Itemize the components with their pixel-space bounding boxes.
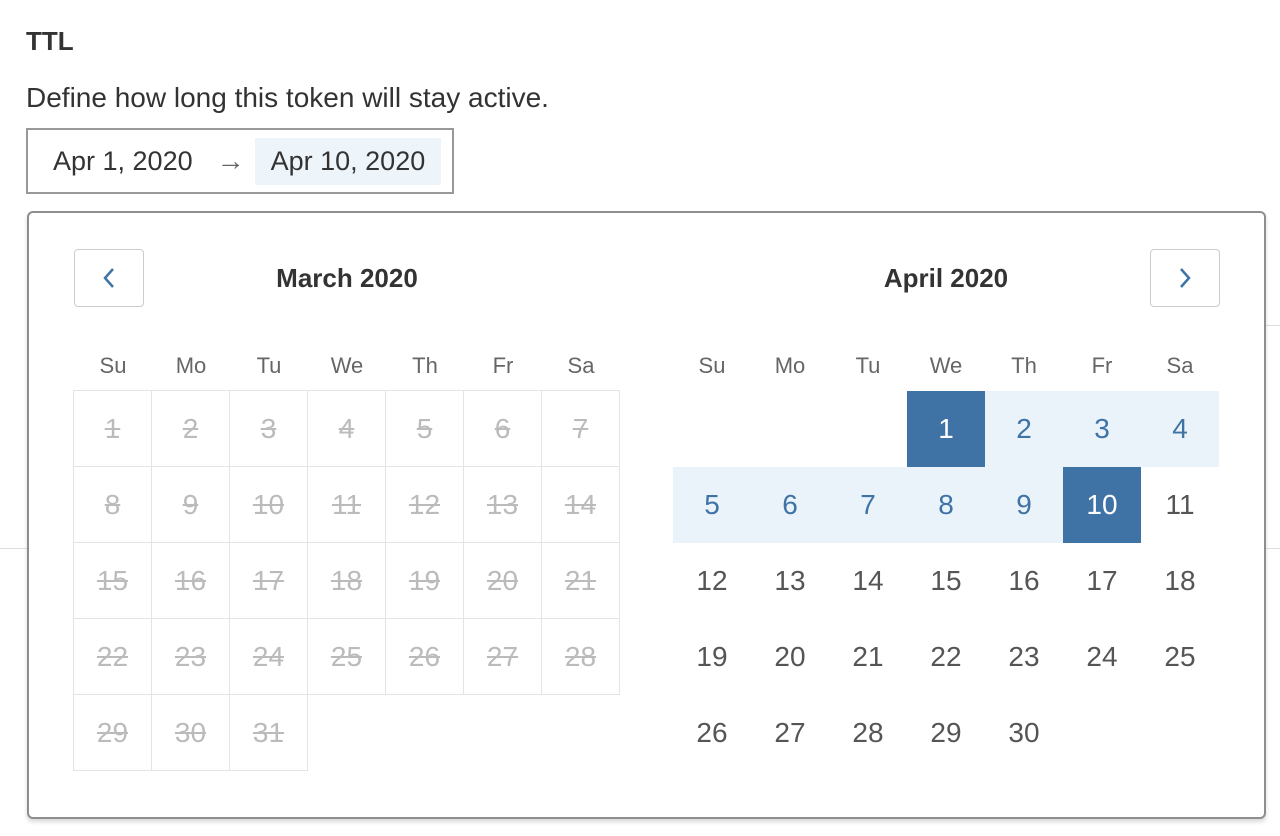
day-cell[interactable]: 25 [1164, 641, 1196, 672]
day-cell[interactable]: 22 [930, 641, 962, 672]
day-cell: 17 [229, 542, 308, 619]
weekday-label: Fr [1091, 353, 1113, 378]
day-cell[interactable]: 3 [1063, 391, 1141, 467]
day-cell: 30 [151, 694, 230, 771]
date-picker-popup: March 2020 April 2020 Su Mo Tu We Th Fr Sa Su M… [27, 211, 1266, 819]
day-cell: 19 [385, 542, 464, 619]
weekday-label: Mo [175, 353, 207, 378]
weekday-label: Su [698, 353, 726, 378]
day-cell: 21 [541, 542, 620, 619]
weekday-label: Su [99, 353, 127, 378]
day-cell: 12 [385, 466, 464, 543]
day-cell[interactable]: 8 [907, 467, 985, 543]
month-title-april: April 2020 [883, 263, 1009, 293]
day-cell[interactable]: 17 [1086, 565, 1118, 596]
day-cell[interactable]: 4 [1141, 391, 1219, 467]
day-cell[interactable]: 18 [1164, 565, 1196, 596]
day-cell: 23 [151, 618, 230, 695]
section-title: TTL [26, 26, 74, 56]
day-cell[interactable]: 21 [852, 641, 884, 672]
day-cell[interactable]: 11 [1165, 489, 1195, 520]
weekday-label: Th [412, 353, 438, 378]
weekday-label: Sa [1166, 353, 1194, 378]
day-cell[interactable]: 1 [907, 391, 985, 467]
day-cell: 14 [541, 466, 620, 543]
day-cell[interactable]: 2 [985, 391, 1063, 467]
arrow-right-icon: → [216, 145, 245, 176]
day-cell: 9 [151, 466, 230, 543]
end-date[interactable]: Apr 10, 2020 [254, 137, 442, 185]
day-cell: 13 [463, 466, 542, 543]
next-month-button[interactable] [1150, 249, 1220, 307]
day-cell: 11 [307, 466, 386, 543]
day-cell[interactable]: 13 [774, 565, 806, 596]
day-cell: 25 [307, 618, 386, 695]
chevron-right-icon [1180, 268, 1191, 288]
weekday-label: Tu [256, 353, 282, 378]
prev-month-button[interactable] [74, 249, 144, 307]
weekday-header: Su Mo Tu We Th Fr Sa [74, 353, 620, 379]
weekday-label: Sa [567, 353, 595, 378]
day-cell: 18 [307, 542, 386, 619]
day-cell: 3 [229, 390, 308, 467]
day-cell: 8 [73, 466, 152, 543]
weekday-label: Mo [774, 353, 806, 378]
day-cell: 1 [73, 390, 152, 467]
day-cell: 5 [385, 390, 464, 467]
day-cell[interactable]: 27 [774, 717, 806, 748]
day-cell: 31 [229, 694, 308, 771]
day-cell[interactable]: 5 [673, 467, 751, 543]
day-cell: 27 [463, 618, 542, 695]
day-cell[interactable]: 10 [1063, 467, 1141, 543]
weekday-label: We [929, 353, 963, 378]
day-cell[interactable]: 6 [751, 467, 829, 543]
date-range-input[interactable]: Apr 1, 2020 → Apr 10, 2020 [26, 128, 454, 194]
day-cell[interactable]: 14 [852, 565, 884, 596]
weekday-label: Th [1011, 353, 1037, 378]
weekday-header: Su Mo Tu We Th Fr Sa [673, 353, 1219, 379]
day-cell: 29 [73, 694, 152, 771]
day-cell[interactable]: 29 [930, 717, 962, 748]
day-cell[interactable]: 15 [930, 565, 962, 596]
section-description: Define how long this token will stay act… [26, 82, 549, 113]
day-cell: 26 [385, 618, 464, 695]
day-cell[interactable]: 24 [1086, 641, 1118, 672]
chevron-left-icon [103, 268, 114, 288]
day-cell[interactable]: 23 [1008, 641, 1040, 672]
day-cell[interactable]: 28 [852, 717, 884, 748]
day-cell[interactable]: 7 [829, 467, 907, 543]
day-cell: 10 [229, 466, 308, 543]
day-cell: 16 [151, 542, 230, 619]
day-cell[interactable]: 12 [696, 565, 728, 596]
day-cell: 6 [463, 390, 542, 467]
day-cell[interactable]: 26 [696, 717, 728, 748]
day-cell: 7 [541, 390, 620, 467]
day-cell[interactable]: 16 [1008, 565, 1040, 596]
day-cell: 4 [307, 390, 386, 467]
day-cell: 2 [151, 390, 230, 467]
weekday-label: Tu [855, 353, 881, 378]
start-date[interactable]: Apr 1, 2020 [53, 145, 193, 176]
day-cell[interactable]: 30 [1008, 717, 1040, 748]
day-cell: 20 [463, 542, 542, 619]
day-cell: 28 [541, 618, 620, 695]
day-cell: 15 [73, 542, 152, 619]
day-cell: 22 [73, 618, 152, 695]
background-divider [1265, 325, 1280, 326]
day-cell[interactable]: 20 [774, 641, 806, 672]
day-cell[interactable]: 19 [696, 641, 728, 672]
day-cell[interactable]: 9 [985, 467, 1063, 543]
weekday-label: We [330, 353, 364, 378]
weekday-label: Fr [492, 353, 514, 378]
month-title-march: March 2020 [276, 263, 418, 293]
day-cell: 24 [229, 618, 308, 695]
